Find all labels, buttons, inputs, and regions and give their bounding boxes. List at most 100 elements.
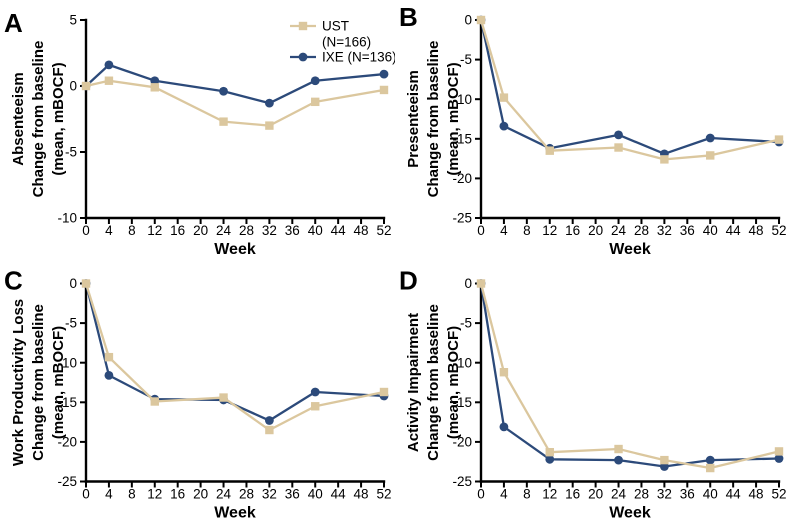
x-tick-label: 48 [749,487,764,502]
x-axis-ticks: 0 4 8 12 16 20 24 28 32 36 40 44 48 52 [82,481,392,502]
ust-line [84,283,385,432]
ust-legend-label: UST [322,19,349,34]
ixe-legend-marker [298,52,308,62]
y-axis-ticks: 5 0 -5 -10 [57,13,86,226]
x-tick-label: 8 [128,487,136,502]
x-tick-label: 4 [105,487,113,502]
ixe-marker [150,76,160,86]
panel-letter-D: D [399,266,418,296]
ixe-marker [310,387,320,397]
x-tick-label: 44 [331,487,347,502]
y-tick-label: -5 [65,316,77,331]
ust-marker [311,402,320,411]
x-tick-label: 12 [147,487,162,502]
axes [479,282,781,483]
y-axis-title-line: Absenteeism [10,72,27,165]
y-tick-label: -10 [452,92,472,107]
x-tick-label: 32 [262,487,277,502]
x-tick-label: 28 [634,487,649,502]
ust-marker [660,455,669,465]
ust-marker [150,397,159,406]
y-axis-title: Presenteeism Change from baseline (mean, m… [405,41,462,198]
ixe-marker [310,76,320,86]
x-tick-label: 20 [588,223,603,238]
x-tick-label: 24 [611,487,627,502]
ixe-marker [614,455,623,465]
x-tick-label: 40 [703,223,718,238]
x-tick-label: 12 [542,223,557,238]
x-tick-label: 20 [193,223,208,238]
axes [479,18,781,220]
x-tick-label: 4 [500,487,508,502]
y-axis-title-line: Presenteeism [405,70,422,168]
ust-marker [545,447,554,457]
ixe-series [476,15,784,159]
ust-marker [499,93,509,102]
ust-marker [265,425,274,435]
y-axis-title-line: (mean, mBOCF) [445,62,462,175]
ust-marker [660,155,669,164]
panel-work-productivity-loss-chart: C 0-5-10-15-20-250 4 8 12 16 20 24 28 32 36 40 44 48 5… [4,266,392,522]
ust-marker [219,393,228,402]
ixe-marker [499,422,509,432]
y-tick-label: -5 [460,52,472,67]
ixe-marker [705,455,715,465]
x-tick-label: 8 [523,487,531,502]
x-axis-ticks: 0 4 8 12 16 20 24 28 32 36 40 44 48 52 [477,218,787,238]
ust-marker [379,85,389,95]
y-tick-label: -20 [452,435,472,450]
ust-marker [706,151,715,160]
y-tick-label: -15 [57,395,77,410]
panel-absenteeism: A 5 0 -5 -10 0 4 8 12 16 20 24 28 32 36 40 44 48 52 Week Abs… [0,0,395,263]
y-axis-title-line: (mean, mBOCF) [50,326,67,439]
panel-presenteeism: B 0 -5 -10 -15 -20 -25 0 4 8 12 16 20 24 28 32 36 40 44 48 5… [395,0,790,263]
x-tick-label: 0 [477,487,485,502]
panel-presenteeism-chart: B 0-5-10-15-20-250 4 8 12 16 20 24 28 32 36 40 44 48 5… [399,2,787,258]
panel-activity-impairment: D 0 -5 -10 -15 -20 -25 0 4 8 12 16 20 24 28 32 36 40 44 48 5… [395,263,790,527]
y-axis-ticks: 0 -5 -10 -15 -20 -25 [452,276,481,489]
ixe-series [476,279,784,471]
x-tick-label: 52 [376,487,391,502]
x-tick-label: 20 [193,487,208,502]
ixe-marker [774,454,784,463]
x-tick-label: 32 [657,223,672,238]
panel-letter-C: C [4,266,23,296]
ixe-marker [104,60,114,70]
y-axis-title: Absenteeism Change from baseline (mean, mB… [10,41,67,198]
y-axis-title-line: Change from baseline [30,304,47,461]
y-axis-title-line: Change from baseline [425,304,442,461]
ust-marker [614,143,623,152]
y-tick-label: 0 [69,79,77,94]
y-tick-label: -5 [65,145,77,160]
ixe-legend-label: IXE (N=136) [322,50,395,65]
x-tick-label: 0 [82,487,90,502]
x-tick-label: 36 [680,487,695,502]
ust-marker [219,117,228,126]
ixe-marker [219,86,228,96]
x-tick-label: 44 [331,223,347,238]
x-tick-label: 28 [634,223,649,238]
ixe-series [81,279,389,425]
y-tick-label: -25 [57,474,77,489]
y-tick-label: -10 [57,355,77,370]
x-tick-label: 12 [542,487,557,502]
x-axis-title: Week [609,241,651,258]
ixe-marker [379,69,389,79]
ixe-line [479,19,780,155]
x-tick-label: 16 [170,223,185,238]
x-tick-label: 28 [239,487,254,502]
x-tick-label: 52 [376,223,391,238]
panel-letter-B: B [399,2,418,32]
ust-legend-label: (N=166) [322,35,371,50]
x-tick-label: 8 [128,223,136,238]
ust-marker [614,444,623,454]
ust-series [476,279,784,473]
x-tick-label: 48 [354,223,369,238]
x-axis-title: Week [214,505,256,522]
ust-marker [476,15,486,25]
y-tick-label: -20 [57,435,77,450]
ust-marker [81,279,91,288]
x-tick-label: 16 [170,487,185,502]
y-tick-label: -20 [452,171,472,186]
